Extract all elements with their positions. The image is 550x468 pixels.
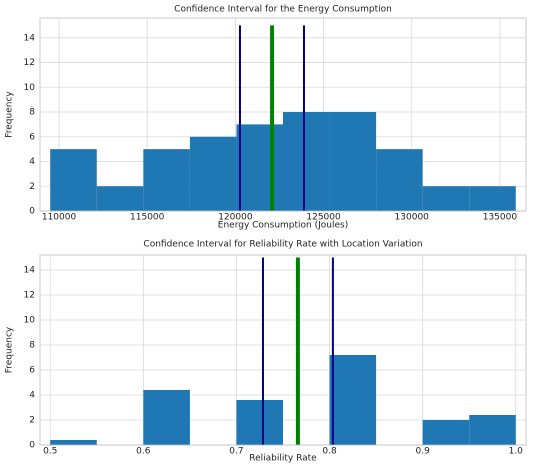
- bar: [189, 136, 237, 211]
- y-tick-label: 4: [29, 391, 35, 401]
- y-tick-label: 14: [24, 33, 36, 43]
- bar: [50, 149, 97, 211]
- chart-title: Confidence Interval for Reliability Rate…: [143, 240, 422, 250]
- y-tick-label: 6: [29, 132, 35, 142]
- y-tick-label: 10: [24, 83, 36, 93]
- y-tick-label: 0: [29, 207, 35, 217]
- x-axis-label: Energy Consumption (Joules): [218, 221, 348, 231]
- bar: [376, 149, 423, 211]
- y-axis-label: Frequency: [5, 326, 15, 373]
- bar: [50, 440, 97, 445]
- plot-frame: [39, 254, 527, 446]
- bar: [469, 186, 516, 211]
- bar: [236, 124, 283, 211]
- x-tick-label: 115000: [130, 213, 165, 223]
- bar: [422, 420, 470, 445]
- chart-title: Confidence Interval for the Energy Consu…: [174, 5, 392, 15]
- x-tick-label: 0.8: [322, 447, 337, 457]
- bar: [329, 355, 377, 445]
- x-tick-label: 1.0: [509, 447, 524, 457]
- bar: [236, 400, 283, 445]
- y-tick-label: 0: [29, 441, 35, 451]
- x-tick-label: 0.9: [415, 447, 430, 457]
- y-tick-label: 4: [29, 157, 35, 167]
- y-tick-label: 12: [24, 291, 35, 301]
- y-tick-label: 6: [29, 366, 35, 376]
- bar: [469, 415, 516, 445]
- bar: [143, 390, 190, 445]
- x-tick-label: 110000: [42, 213, 77, 223]
- x-tick-label: 120000: [218, 213, 253, 223]
- x-tick-label: 130000: [395, 213, 430, 223]
- y-tick-label: 8: [29, 341, 35, 351]
- x-tick-label: 135000: [483, 213, 518, 223]
- x-tick-label: 125000: [306, 213, 341, 223]
- y-tick-label: 2: [29, 182, 35, 192]
- x-tick-label: 0.7: [229, 447, 243, 457]
- y-tick-label: 10: [24, 316, 36, 326]
- y-tick-label: 2: [29, 416, 35, 426]
- y-axis-label: Frequency: [5, 91, 15, 138]
- x-tick-label: 0.5: [43, 447, 57, 457]
- bar: [422, 186, 470, 211]
- plot-frame: [39, 17, 527, 212]
- bar: [283, 112, 330, 211]
- bar: [143, 149, 190, 211]
- bar: [329, 112, 377, 211]
- bar: [96, 186, 144, 211]
- x-tick-label: 0.6: [136, 447, 151, 457]
- y-tick-label: 8: [29, 108, 35, 118]
- y-tick-label: 12: [24, 58, 35, 68]
- y-tick-label: 14: [24, 266, 36, 276]
- x-axis-label: Reliability Rate: [249, 454, 317, 464]
